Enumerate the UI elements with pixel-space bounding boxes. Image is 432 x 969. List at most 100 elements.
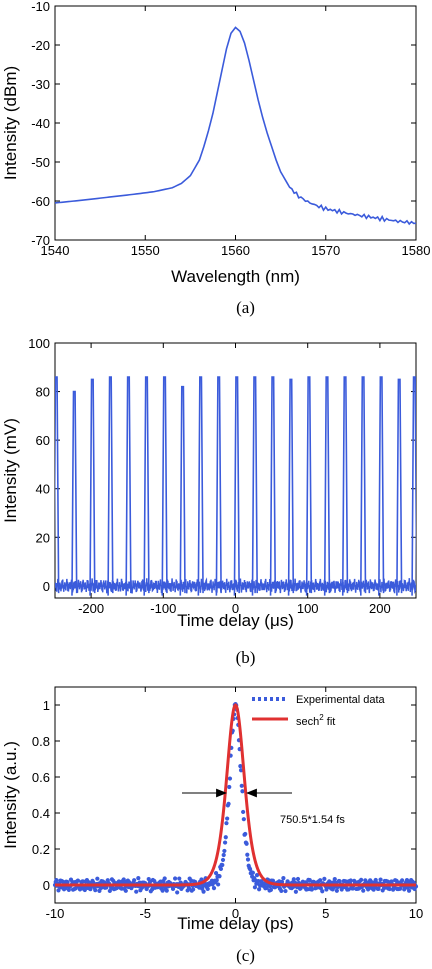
pulse-16 xyxy=(341,376,349,596)
data-point xyxy=(279,888,284,894)
data-point xyxy=(283,888,288,894)
data-point xyxy=(56,888,61,893)
data-point xyxy=(309,887,314,892)
data-point xyxy=(121,877,126,882)
data-point xyxy=(75,878,81,883)
pulse-13 xyxy=(287,378,295,596)
data-point xyxy=(243,831,248,837)
x-tick-label: 1570 xyxy=(311,243,340,258)
data-point xyxy=(245,857,251,862)
pulse-12 xyxy=(269,376,277,596)
data-point xyxy=(221,852,226,858)
panel-caption: (c) xyxy=(236,946,255,965)
x-tick-label: 0 xyxy=(232,906,239,921)
data-point xyxy=(226,801,231,806)
data-point xyxy=(95,876,100,881)
pulse-4 xyxy=(125,376,132,596)
pulse-8 xyxy=(197,376,204,596)
x-tick-label: 200 xyxy=(369,601,391,616)
pulse-10 xyxy=(233,376,240,596)
data-point xyxy=(211,886,217,891)
x-axis-label: Time delay (μs) xyxy=(177,611,294,630)
data-point xyxy=(373,877,378,883)
y-axis-label: Intensity (mV) xyxy=(1,418,20,523)
fwhm-annotation: 750.5*1.54 fs xyxy=(280,814,345,826)
pulse-14 xyxy=(305,376,313,596)
data-point xyxy=(252,885,258,890)
data-point xyxy=(173,876,178,881)
data-point xyxy=(268,884,273,889)
x-tick-label: -10 xyxy=(46,906,65,921)
data-point xyxy=(88,887,93,892)
plot-frame xyxy=(54,5,417,241)
data-point xyxy=(54,878,59,883)
y-tick-label: -60 xyxy=(31,194,50,209)
x-tick-label: 0 xyxy=(232,601,239,616)
data-point xyxy=(223,835,228,840)
panel-a: 1540 1550 1560 1570 1580 -70 -60 -50 -40 -30 -20 -1… xyxy=(1,0,430,317)
plot-frame xyxy=(54,686,417,904)
pulse-20 xyxy=(411,376,416,596)
data-point xyxy=(227,776,233,781)
pulse-3 xyxy=(107,376,114,596)
x-axis-label: Time delay (ps) xyxy=(177,914,294,933)
legend-fit-superscript: 2 xyxy=(319,713,324,722)
y-axis-label: Intensity (a.u.) xyxy=(1,741,20,849)
data-point xyxy=(240,789,245,794)
data-point xyxy=(217,874,222,879)
data-point xyxy=(222,848,227,854)
data-point xyxy=(65,879,70,885)
legend-fit-name: sech xyxy=(296,716,319,728)
data-point xyxy=(239,783,244,788)
data-point xyxy=(293,889,298,894)
data-point xyxy=(220,862,225,868)
data-point xyxy=(222,840,228,845)
data-point xyxy=(318,878,323,883)
pulse-19 xyxy=(396,378,403,596)
pulse-6 xyxy=(161,376,168,596)
data-point xyxy=(225,816,230,821)
data-point xyxy=(216,882,221,887)
pulse-15 xyxy=(323,376,331,596)
data-point xyxy=(257,887,262,892)
data-point xyxy=(114,885,119,891)
data-point xyxy=(164,888,169,893)
data-point xyxy=(213,871,219,876)
data-point xyxy=(136,876,141,881)
data-point xyxy=(160,888,165,893)
y-tick-label: 0 xyxy=(43,878,50,893)
data-point xyxy=(332,877,337,882)
data-point xyxy=(227,784,232,790)
data-point xyxy=(134,889,139,894)
legend: Experimental data sech2 fit xyxy=(252,694,386,728)
data-point xyxy=(162,876,167,881)
experimental-data-points xyxy=(52,701,419,895)
legend-label-fit: sech2 fit xyxy=(296,713,335,728)
data-point xyxy=(191,887,196,892)
data-point xyxy=(214,878,219,883)
data-point xyxy=(250,870,255,875)
y-tick-label: 60 xyxy=(36,433,50,448)
data-point xyxy=(123,888,128,893)
data-point xyxy=(307,878,312,883)
x-tick-label: -200 xyxy=(78,601,104,616)
x-tick-label: 1560 xyxy=(221,243,250,258)
data-point xyxy=(220,857,226,863)
legend-label-experimental: Experimental data xyxy=(296,694,386,706)
data-point xyxy=(334,888,339,893)
data-point xyxy=(201,889,206,894)
data-point xyxy=(348,878,353,883)
pulse-9 xyxy=(215,376,222,596)
y-tick-label: 0 xyxy=(43,579,50,594)
panel-caption: (a) xyxy=(236,298,255,317)
y-tick-label: -20 xyxy=(31,38,50,53)
data-point xyxy=(322,876,327,881)
y-tick-label: 0.8 xyxy=(32,734,50,749)
pulse-5 xyxy=(143,376,150,596)
data-point xyxy=(93,888,98,893)
data-point xyxy=(295,876,301,882)
data-point xyxy=(241,817,246,822)
data-point xyxy=(291,877,296,882)
y-tick-label: -70 xyxy=(31,233,50,248)
